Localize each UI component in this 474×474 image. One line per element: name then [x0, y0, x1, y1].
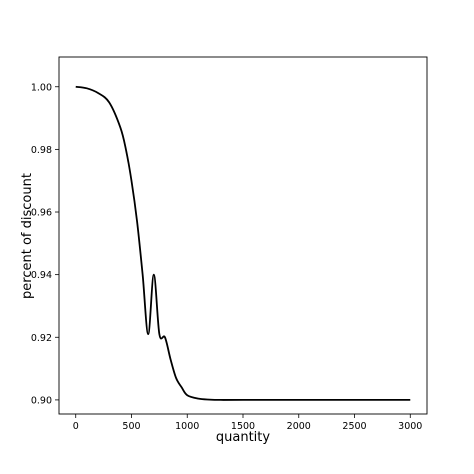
y-tick-label: 0.90 — [31, 395, 52, 406]
y-axis-label: percent of discount — [20, 173, 35, 299]
y-tick-label: 1.00 — [31, 82, 52, 93]
x-axis-ticks: 0 500 1000 1500 2000 2500 3000 — [73, 414, 422, 432]
x-tick-label: 2000 — [287, 421, 311, 432]
x-tick-label: 0 — [73, 421, 79, 432]
data-series-layer — [75, 85, 411, 401]
x-tick-label: 1000 — [175, 421, 199, 432]
x-tick-label: 2500 — [342, 421, 366, 432]
series-line — [75, 85, 411, 401]
y-tick-label: 0.92 — [31, 333, 52, 344]
y-tick-label: 0.96 — [31, 208, 52, 219]
y-axis-ticks: 0.90 0.92 0.94 0.96 0.98 1.00 — [31, 82, 59, 406]
y-tick-label: 0.98 — [31, 145, 52, 156]
y-tick-label: 0.94 — [31, 270, 52, 281]
x-tick-label: 500 — [122, 421, 140, 432]
x-tick-label: 1500 — [231, 421, 255, 432]
x-axis-label: quantity — [216, 430, 271, 445]
x-tick-label: 3000 — [398, 421, 422, 432]
plot-frame — [58, 56, 428, 415]
